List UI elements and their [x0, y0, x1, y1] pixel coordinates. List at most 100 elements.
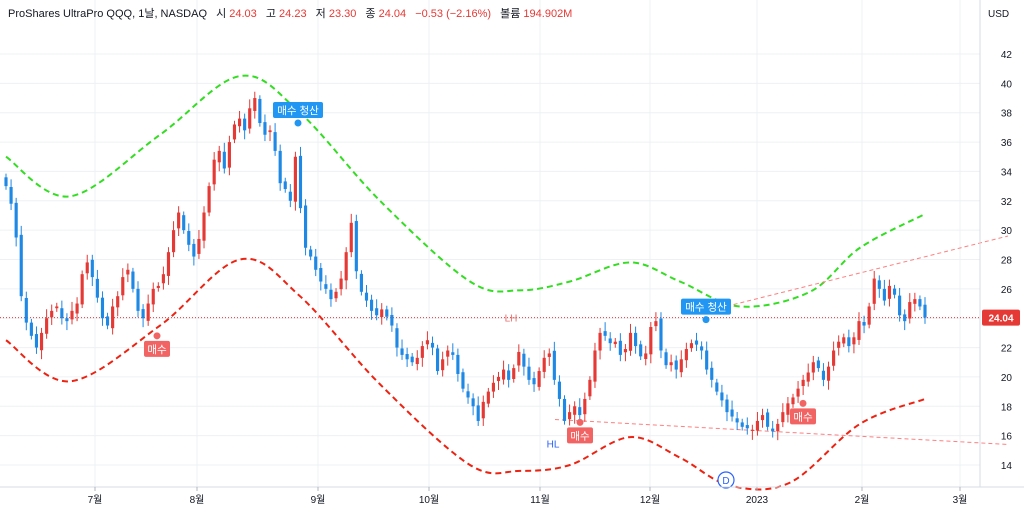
candle-body — [481, 401, 485, 419]
candle-body — [441, 359, 445, 371]
candle-body — [852, 337, 856, 345]
candle-body — [730, 409, 734, 417]
candle-body — [618, 340, 622, 355]
candle-body — [562, 398, 567, 421]
candle-body — [161, 274, 165, 284]
candle-body — [243, 118, 247, 131]
candle-body — [760, 415, 765, 421]
candle-body — [197, 238, 201, 254]
low-label: 저 — [316, 7, 326, 20]
marker-circle — [717, 471, 735, 489]
candle-body — [344, 252, 348, 281]
open-label: 시 — [216, 8, 226, 20]
candle-body — [354, 221, 358, 272]
event-tag-label: 매수 — [570, 430, 590, 442]
candle-body — [187, 231, 191, 245]
candle-body — [623, 349, 628, 353]
candle-body — [872, 278, 876, 304]
event-exit[interactable]: 매수 청산 — [273, 102, 323, 127]
candle-body — [19, 234, 23, 297]
candle-body — [649, 327, 653, 355]
candle-body — [522, 353, 526, 367]
candle-body — [837, 341, 841, 348]
candle-body — [263, 122, 267, 135]
candle-body — [664, 352, 668, 366]
candle-body — [298, 155, 303, 209]
candle-body — [380, 309, 384, 318]
hl-label: HL — [547, 439, 560, 450]
candle-body — [258, 98, 262, 123]
legend: ProShares UltraPro QQQ, 1날, NASDAQ 시 24.… — [8, 7, 572, 20]
candle-body — [141, 309, 145, 319]
candle-body — [568, 412, 572, 420]
y-tick-label: 42 — [1001, 50, 1013, 61]
event-buy[interactable]: 매수 — [144, 332, 170, 357]
event-dot — [294, 119, 302, 127]
close-value: 24.04 — [379, 8, 407, 20]
candle-body — [359, 273, 363, 292]
candle-body — [811, 362, 815, 373]
candle-body — [466, 391, 470, 398]
candle-body — [451, 352, 455, 355]
candle-body — [918, 299, 922, 307]
y-tick-label: 34 — [1001, 167, 1013, 178]
candle-body — [547, 353, 551, 357]
candle-body — [781, 412, 785, 423]
event-buy[interactable]: 매수 — [790, 399, 816, 425]
dividend-marker[interactable]: D — [717, 471, 735, 489]
candle-body — [171, 230, 176, 253]
candle-body — [512, 368, 516, 379]
candle-body — [745, 425, 749, 429]
candle-body — [913, 299, 917, 304]
candle-body — [55, 306, 59, 309]
candle-body — [573, 406, 577, 415]
candle-body — [588, 379, 592, 397]
candle-body — [14, 202, 18, 238]
event-tag-label: 매수 청산 — [685, 302, 727, 314]
candle-body — [867, 306, 871, 325]
event-buy[interactable]: 매수 — [567, 418, 593, 444]
candle-body — [583, 398, 587, 415]
candle-body — [202, 212, 206, 241]
event-tag-box — [681, 298, 731, 315]
candle-body — [593, 350, 597, 382]
candle-body — [476, 405, 480, 421]
candle-body — [786, 403, 790, 415]
x-tick-label: 9월 — [311, 494, 326, 506]
y-tick-label: 28 — [1001, 256, 1013, 267]
candle-body — [116, 296, 120, 308]
y-tick-label: 18 — [1001, 402, 1013, 413]
candle-body — [268, 130, 272, 133]
candle-body — [253, 98, 257, 111]
candle-body — [857, 321, 861, 340]
candle-body — [821, 370, 826, 380]
candle-body — [39, 332, 44, 351]
marker-label: D — [722, 476, 729, 487]
candle-body — [537, 371, 541, 387]
candle-body — [771, 428, 775, 432]
x-tick-label: 3월 — [953, 494, 968, 506]
candle-body — [791, 397, 795, 405]
candle-body — [420, 346, 424, 358]
candle-body — [339, 278, 343, 290]
y-tick-label: 20 — [1001, 373, 1013, 384]
candle-body — [436, 348, 440, 372]
candle-body — [877, 280, 881, 289]
lower-band-line — [5, 257, 926, 491]
candle-body — [166, 252, 171, 276]
candle-body — [816, 360, 820, 369]
candle-body — [415, 357, 419, 365]
candle-body — [90, 259, 94, 278]
candle-body — [319, 268, 323, 282]
candle-body — [527, 366, 531, 380]
candle-body — [801, 379, 805, 387]
candle-body — [85, 262, 89, 274]
candle-body — [34, 334, 39, 348]
lower-trend-line — [554, 418, 1009, 445]
candle-body — [425, 340, 429, 345]
volume-value: 194.902M — [523, 8, 572, 20]
candle-body — [725, 399, 729, 413]
event-exit[interactable]: 매수 청산 — [681, 298, 731, 324]
